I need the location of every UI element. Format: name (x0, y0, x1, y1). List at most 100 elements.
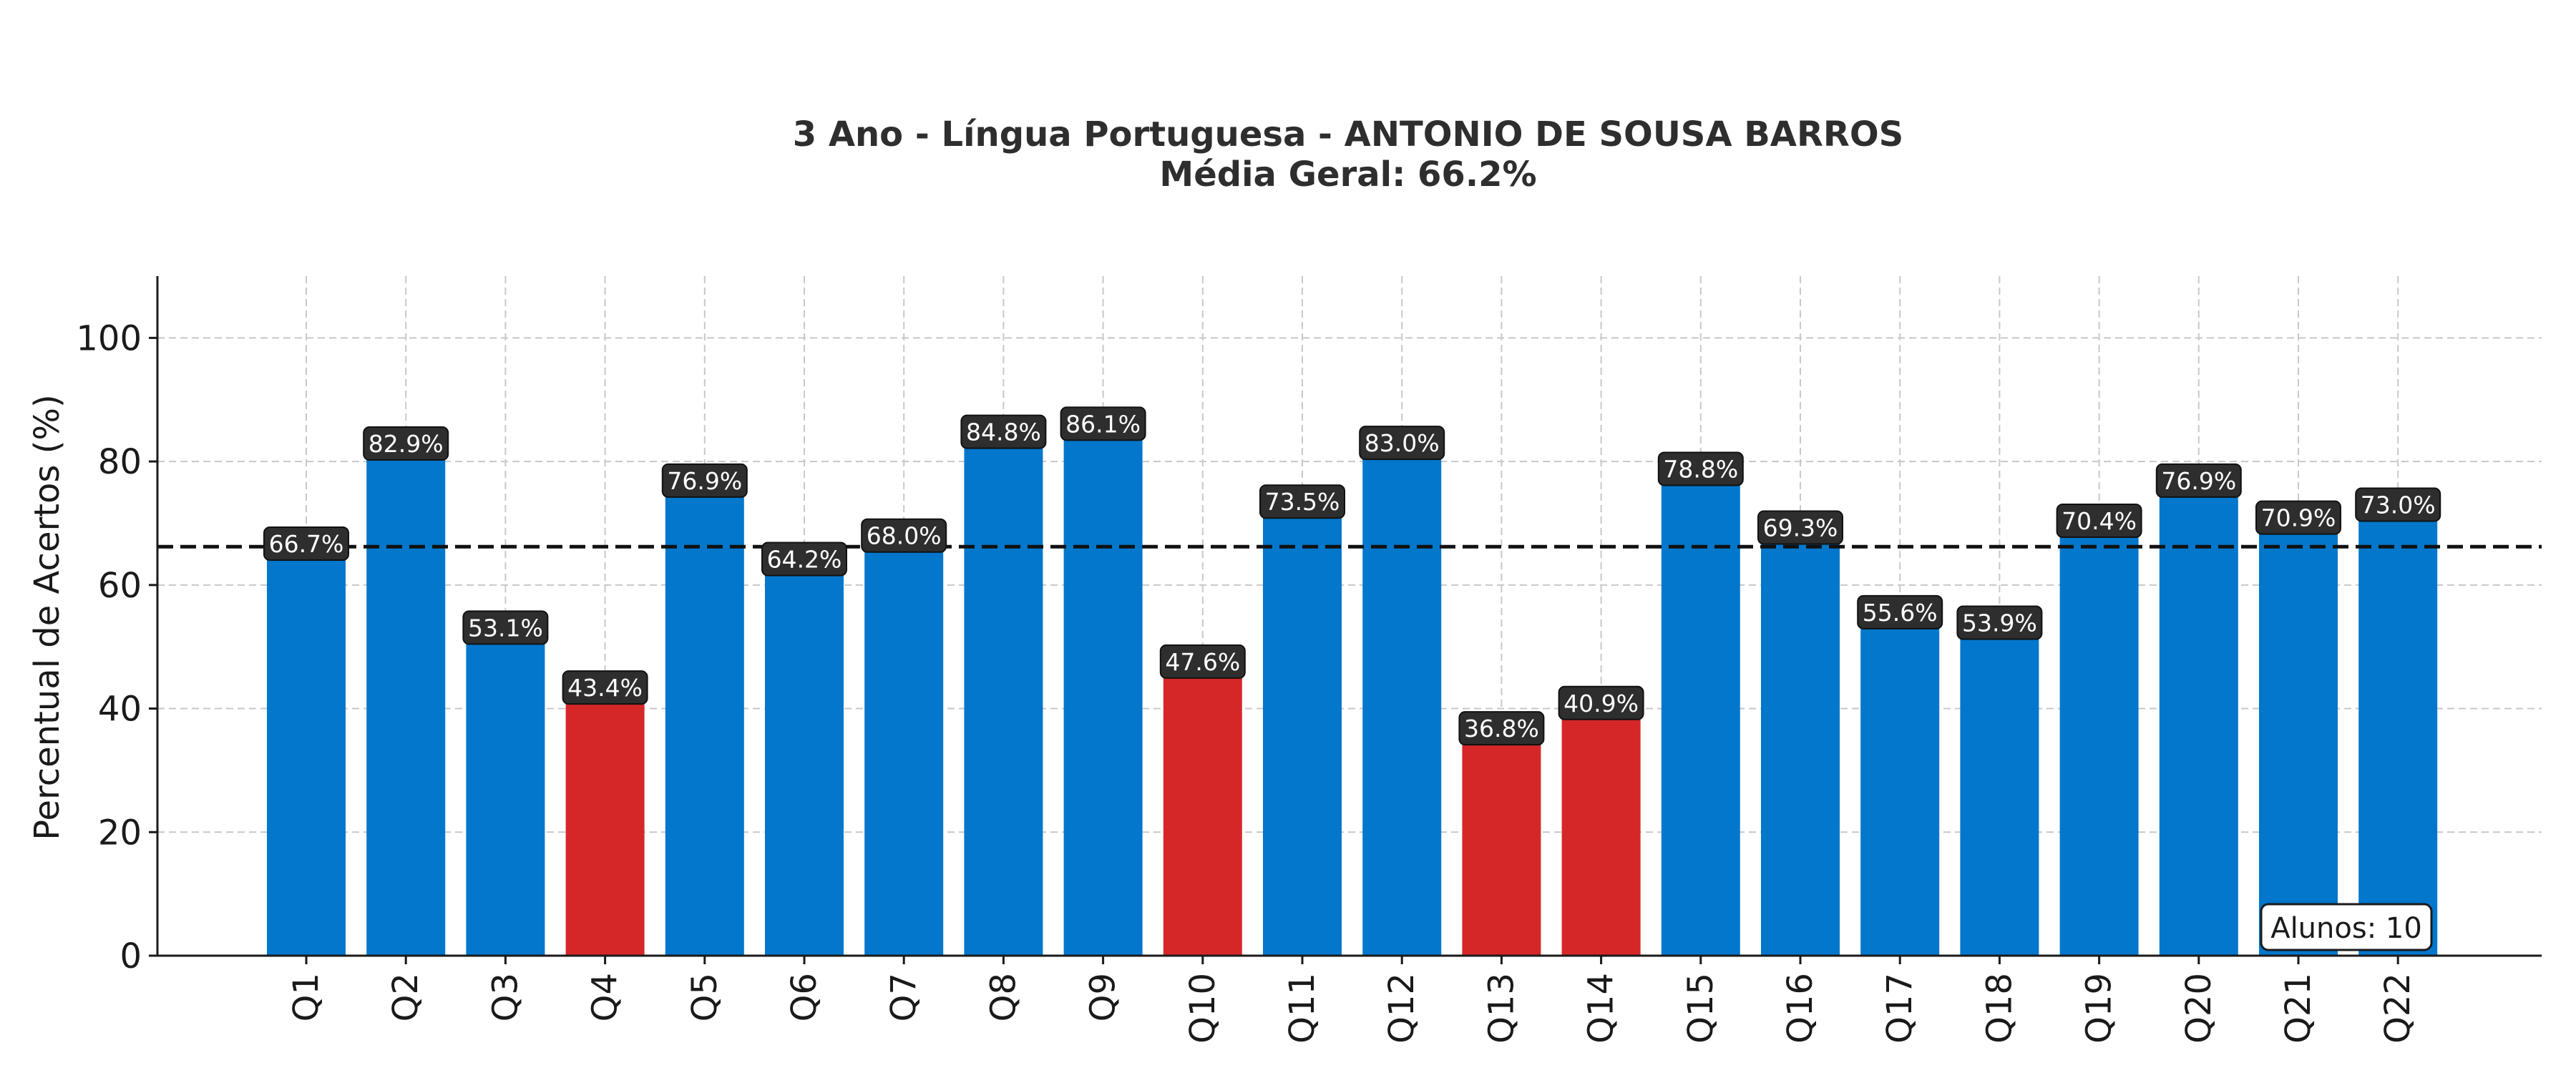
x-tick-label-q6: Q6 (784, 973, 824, 1021)
x-tick-label-q8: Q8 (983, 973, 1023, 1021)
x-tick-label-q9: Q9 (1083, 973, 1123, 1021)
axes (156, 276, 2542, 957)
x-tick-label-q18: Q18 (1979, 973, 2019, 1044)
value-label-q18: 53.9% (1962, 609, 2037, 637)
value-label-q5: 76.9% (667, 467, 742, 495)
x-tick-label-q2: Q2 (386, 973, 426, 1021)
x-tick-label-q16: Q16 (1780, 973, 1820, 1044)
value-label-q20: 76.9% (2161, 467, 2236, 495)
value-label-box (2255, 500, 2341, 535)
value-label-box (462, 610, 549, 645)
y-axis-label: Percentual de Acertos (%) (27, 394, 67, 840)
value-label-q11: 73.5% (1265, 488, 1340, 516)
x-tick-label-q20: Q20 (2179, 973, 2219, 1044)
value-label-box (2355, 487, 2441, 522)
value-label-q15: 78.8% (1663, 455, 1738, 483)
bar-q14 (1561, 702, 1641, 956)
bar-q19 (2059, 521, 2139, 956)
bar-q11 (1263, 501, 1342, 956)
x-tick-label-q13: Q13 (1481, 973, 1521, 1044)
x-tick-label-q15: Q15 (1681, 973, 1721, 1044)
x-tick-label-q19: Q19 (2079, 973, 2119, 1044)
value-label-box (2155, 463, 2242, 498)
value-label-q12: 83.0% (1365, 429, 1440, 457)
x-tick-label-q11: Q11 (1282, 973, 1322, 1044)
x-tick-label-q22: Q22 (2378, 973, 2418, 1044)
value-label-q6: 64.2% (767, 546, 842, 574)
y-tick-label: 60 (98, 566, 142, 606)
value-label-q22: 73.0% (2361, 491, 2436, 519)
bar-q10 (1163, 661, 1242, 956)
bar-q12 (1362, 443, 1442, 956)
value-label-q7: 68.0% (867, 522, 942, 550)
bar-q4 (565, 687, 645, 956)
value-label-box (263, 526, 349, 561)
value-label-q14: 40.9% (1563, 690, 1639, 717)
bar-q13 (1462, 728, 1541, 956)
x-tick-label-q3: Q3 (485, 973, 525, 1021)
bar-q20 (2159, 480, 2238, 956)
value-label-box (2056, 504, 2142, 538)
value-label-box (1558, 685, 1644, 720)
bar-q6 (765, 559, 844, 956)
value-label-q13: 36.8% (1464, 715, 1539, 743)
x-tick-label-q4: Q4 (585, 973, 625, 1021)
x-tick-label-q10: Q10 (1183, 973, 1223, 1044)
bar-q8 (964, 431, 1043, 956)
value-label-q10: 47.6% (1165, 648, 1240, 676)
value-label-box (1259, 484, 1345, 519)
bar-q5 (665, 480, 744, 956)
ticks: 0 20 40 60 80 100 Q1 Q2 Q3 Q4 Q5 Q6 Q7 Q8 Q9 Q10 Q11 Q12 Q… (76, 318, 2418, 1043)
bars (267, 423, 2438, 956)
value-label-q8: 84.8% (966, 418, 1041, 446)
x-tick-label-q12: Q12 (1382, 973, 1422, 1044)
value-label-q9: 86.1% (1065, 410, 1141, 438)
chart-title: 3 Ano - Língua Portuguesa - ANTONIO DE S… (793, 114, 1904, 155)
bar-q15 (1661, 469, 1740, 956)
value-label-q2: 82.9% (369, 430, 444, 458)
x-tick-label-q14: Q14 (1581, 973, 1621, 1044)
value-label-box (661, 463, 748, 498)
value-label-q1: 66.7% (269, 530, 344, 558)
value-label-box (1159, 644, 1246, 679)
value-label-box (1458, 711, 1545, 746)
value-label-q19: 70.4% (2062, 507, 2137, 535)
bar-q7 (864, 535, 944, 956)
value-label-q16: 69.3% (1763, 514, 1838, 542)
value-label-box (761, 542, 847, 577)
value-label-box (1359, 426, 1445, 461)
bar-q1 (267, 543, 346, 956)
value-label-box (960, 414, 1047, 449)
bar-q21 (2259, 517, 2338, 956)
x-tick-label-q5: Q5 (685, 973, 725, 1021)
bar-q22 (2358, 504, 2438, 956)
value-label-box (1757, 510, 1843, 545)
value-label-q3: 53.1% (468, 614, 543, 642)
x-tick-label-q17: Q17 (1880, 973, 1920, 1044)
chart-subtitle: Média Geral: 66.2% (1159, 155, 1536, 195)
value-label-box (1956, 605, 2043, 640)
y-tick-label: 100 (76, 318, 142, 358)
bar-q16 (1761, 527, 1840, 956)
y-tick-label: 20 (98, 813, 142, 853)
bar-q17 (1860, 612, 1940, 956)
value-label-box (1857, 594, 1943, 629)
bar-q3 (466, 627, 545, 956)
x-tick-label-q7: Q7 (884, 973, 924, 1021)
value-label-q21: 70.9% (2261, 504, 2336, 532)
students-count-label: Alunos: 10 (2270, 912, 2422, 945)
bar-q9 (1063, 423, 1143, 956)
labels: 66.7% 82.9% 53.1% 43.4% 76.9% 64.2% 68.0% 84.8%… (263, 406, 2441, 746)
x-tick-label-q1: Q1 (286, 973, 326, 1021)
bar-q2 (366, 444, 446, 956)
value-label-box (1060, 406, 1146, 441)
students-count-box: Alunos: 10 (2260, 903, 2433, 951)
y-tick-label: 40 (98, 690, 142, 730)
value-label-box (562, 670, 648, 705)
y-tick-label: 0 (119, 936, 142, 976)
y-tick-label: 80 (98, 442, 142, 482)
value-label-q4: 43.4% (567, 674, 643, 702)
value-label-box (1657, 451, 1744, 486)
value-label-box (363, 426, 449, 461)
